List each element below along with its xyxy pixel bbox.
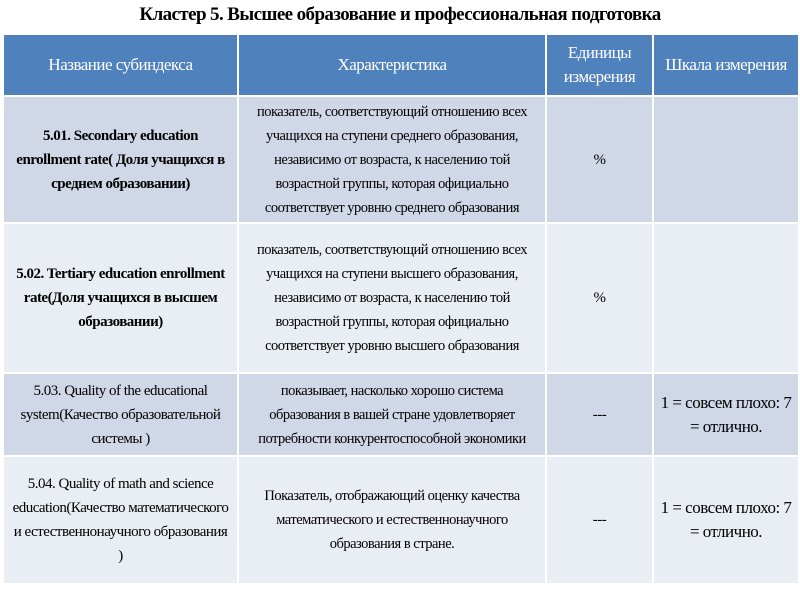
header-cell: Название субиндекса [2,33,239,97]
name-cell: 5.01. Secondary education enrollment rat… [2,95,239,224]
row: 5.04. Quality of math and science educat… [2,455,800,585]
description-cell: Показатель, отображающий оценку качества… [237,455,547,585]
name-cell: 5.03. Quality of the educational system(… [2,372,239,457]
units-cell: % [545,95,654,224]
description-cell: показатель, соответствующий отношению вс… [237,95,547,224]
name-cell: 5.02. Tertiary education enrollment rate… [2,222,239,374]
row: 5.01. Secondary education enrollment rat… [2,95,800,224]
header-cell: Характеристика [237,33,547,97]
header-cell: Шкала измерения [652,33,800,97]
units-cell: --- [545,455,654,585]
units-cell: % [545,222,654,374]
scale-cell: 1 = совсем плохо: 7 = отлично. [652,372,800,457]
header-row: Название субиндекса Характеристика Едини… [2,33,800,97]
scale-cell [652,222,800,374]
header-cell: Единицы измерения [545,33,654,97]
units-cell: --- [545,372,654,457]
subindex-table: Название субиндекса Характеристика Едини… [2,33,800,585]
name-cell: 5.04. Quality of math and science educat… [2,455,239,585]
page-title: Кластер 5. Высшее образование и професси… [139,4,661,25]
description-cell: показатель, соответствующий отношению вс… [237,222,547,374]
description-cell: показывает, насколько хорошо система обр… [237,372,547,457]
row: 5.03. Quality of the educational system(… [2,372,800,457]
row: 5.02. Tertiary education enrollment rate… [2,222,800,374]
scale-cell [652,95,800,224]
scale-cell: 1 = совсем плохо: 7 = отлично. [652,455,800,585]
